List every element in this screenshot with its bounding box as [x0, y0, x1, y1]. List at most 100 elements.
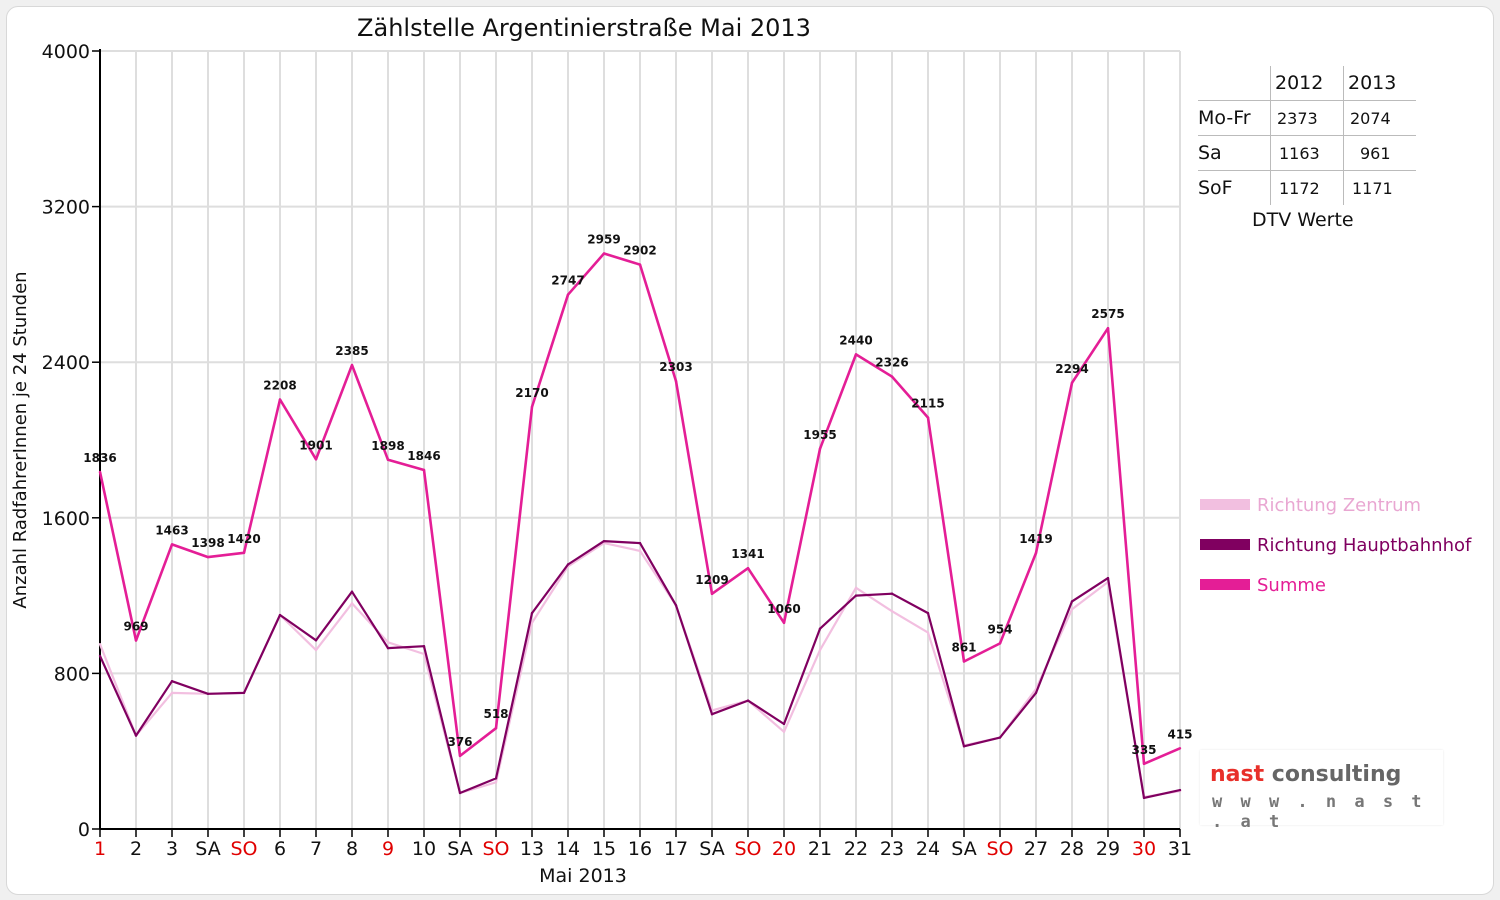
data-point [890, 609, 894, 613]
data-point [386, 641, 390, 644]
data-point [602, 252, 606, 255]
x-tick-label: SO [482, 838, 509, 860]
dtv-cell-2012: 1172 [1270, 170, 1344, 205]
data-point [170, 691, 174, 695]
data-label: 2747 [551, 274, 584, 288]
data-point [746, 699, 750, 702]
y-tick-label: 4000 [42, 41, 90, 63]
x-tick-label: 8 [346, 838, 358, 860]
data-point [566, 293, 570, 296]
data-label: 2303 [659, 360, 692, 374]
data-label: 1419 [1019, 532, 1052, 546]
logo-wordmark: nast consulting [1210, 762, 1401, 787]
y-tick-label: 1600 [42, 508, 90, 530]
dtv-cell-2012: 2373 [1270, 100, 1344, 136]
dtv-row: Sa 1163 961 [1198, 135, 1416, 171]
legend-label: Summe [1257, 575, 1326, 596]
data-point [1106, 576, 1110, 580]
grid-lines [100, 50, 1181, 829]
data-point [206, 555, 210, 559]
x-tick-label: 20 [772, 838, 796, 860]
x-tick-label: SA [195, 838, 220, 860]
data-point [890, 375, 894, 378]
data-label: 518 [483, 707, 508, 721]
x-tick-label: 1 [94, 838, 106, 860]
chart-title: Zählstelle Argentinierstraße Mai 2013 [357, 14, 811, 42]
x-tick-label: 28 [1060, 838, 1084, 860]
legend-swatch [1200, 539, 1250, 550]
data-point [890, 592, 894, 595]
x-tick-label: 21 [808, 838, 832, 860]
data-point [458, 754, 462, 758]
dtv-cell-2013: 2074 [1343, 100, 1416, 136]
x-tick-label: SO [986, 838, 1013, 860]
data-point [350, 363, 354, 367]
data-point [638, 541, 642, 545]
x-tick-label: SO [734, 838, 761, 860]
y-tick-label: 800 [54, 663, 90, 685]
data-label: 1463 [155, 523, 188, 537]
data-point [134, 639, 138, 642]
data-label: 335 [1131, 743, 1156, 757]
data-point [494, 777, 498, 780]
data-point [1178, 788, 1182, 792]
legend-swatch [1200, 499, 1250, 510]
data-point [170, 679, 174, 683]
data-point [782, 722, 786, 726]
data-point [422, 652, 426, 656]
data-point [206, 692, 210, 696]
data-label: 2294 [1055, 362, 1088, 376]
x-tick-label: SA [699, 838, 724, 860]
x-tick-label: 23 [880, 838, 904, 860]
data-point [494, 727, 498, 730]
data-point [674, 379, 678, 383]
data-point [314, 458, 318, 461]
x-tick-label: 13 [520, 838, 544, 860]
data-point [674, 604, 678, 607]
data-point [638, 263, 642, 266]
dtv-cell-2012: 1163 [1270, 135, 1344, 171]
data-point [818, 627, 822, 630]
dtv-caption: DTV Werte [1252, 209, 1354, 231]
data-label: 2902 [623, 244, 656, 258]
data-point [242, 551, 246, 555]
x-tick-label: 29 [1096, 838, 1120, 860]
legend-swatch [1200, 579, 1250, 590]
data-point [818, 648, 822, 652]
data-point [1142, 762, 1146, 766]
x-tick-label: 9 [382, 838, 394, 860]
data-point [566, 563, 570, 566]
data-label: 1955 [803, 428, 836, 442]
data-point [530, 611, 534, 615]
x-tick-label: 6 [274, 838, 286, 860]
data-point [170, 543, 174, 546]
data-point [386, 458, 390, 462]
x-tick-label: 16 [628, 838, 652, 860]
data-point [926, 416, 930, 419]
data-label: 1901 [299, 438, 332, 452]
data-point [98, 643, 102, 646]
dtv-header-empty [1198, 66, 1271, 101]
x-tick-label: 22 [844, 838, 868, 860]
data-label: 2170 [515, 386, 548, 400]
x-tick-label: 30 [1132, 838, 1156, 860]
data-label: 376 [447, 735, 472, 749]
data-point [1142, 796, 1146, 800]
x-tick-label: 2 [130, 838, 142, 860]
data-label: 1060 [767, 602, 800, 616]
data-label: 1846 [407, 449, 440, 463]
data-label: 861 [951, 641, 976, 655]
x-tick-label: 10 [412, 838, 436, 860]
data-point [350, 590, 354, 593]
dtv-cell-2013: 1171 [1343, 170, 1416, 205]
data-point [782, 730, 786, 733]
dtv-row: Mo-Fr 2373 2074 [1198, 100, 1416, 136]
data-point [242, 691, 246, 695]
data-point [962, 660, 966, 663]
data-point [1070, 608, 1074, 611]
dtv-row-label: SoF [1198, 177, 1233, 199]
data-point [350, 602, 354, 605]
dtv-row-label: Mo-Fr [1198, 100, 1271, 136]
